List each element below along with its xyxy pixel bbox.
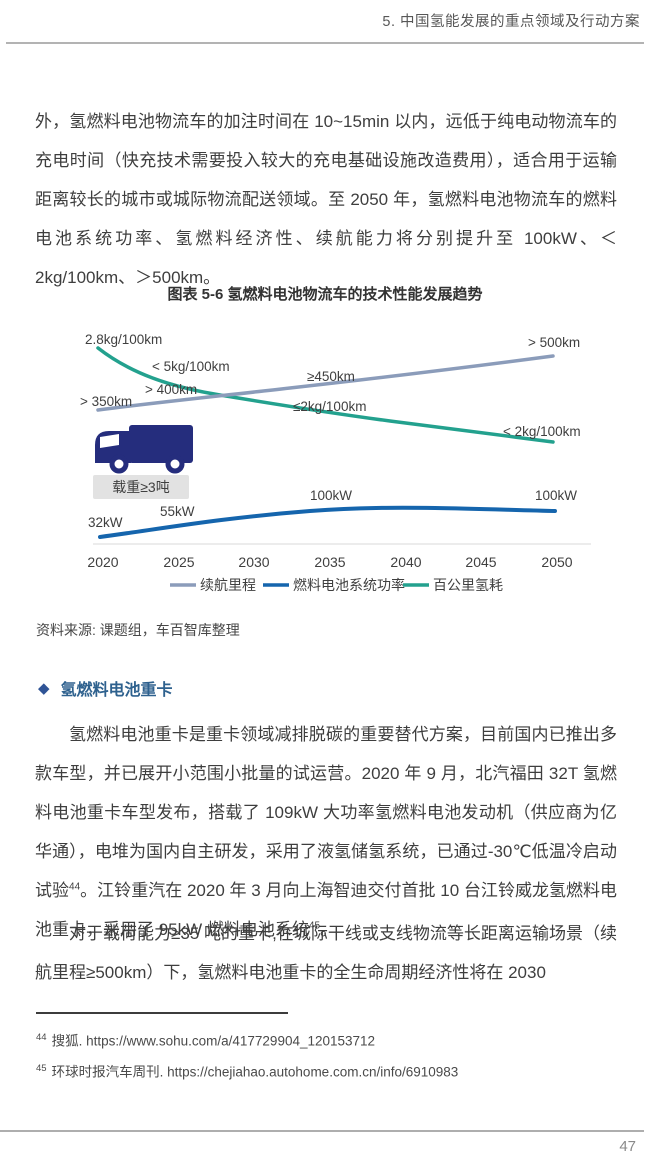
footnote-ref-45: 45 [308,920,321,932]
footnotes-block: 44 搜狐. https://www.sohu.com/a/417729904_1… [36,1024,458,1085]
driving-range-line [96,354,555,412]
hydrogen-consumption-line [96,346,555,444]
footnote-44-number: 44 [36,1032,47,1043]
x-tick-2035: 2035 [314,554,345,570]
paragraph-2-text-c: 。 [320,920,338,939]
page-header: 5. 中国氢能发展的重点领域及行动方案 [382,14,640,30]
label-consumption-5kg: < 5kg/100km [152,359,230,374]
label-range-end: > 500km [528,335,580,350]
chart-legend: 续航里程 燃料电池系统功率 百公里氢耗 [170,577,503,593]
label-power-100b: 100kW [535,488,577,503]
footnote-45: 45 环球时报汽车周刊. https://chejiahao.autohome.c… [36,1055,458,1086]
figure-source-note: 资料来源: 课题组，车百智库整理 [36,622,240,638]
body-paragraph-2: 氢燃料电池重卡是重卡领域减排脱碳的重要替代方案，目前国内已推出多款车型，并已展开… [35,715,617,949]
label-power-100a: 100kW [310,488,352,503]
truck-icon [95,425,193,474]
legend-label-consumption: 百公里氢耗 [433,577,503,593]
x-tick-2040: 2040 [390,554,421,570]
figure-title: 图表 5-6 氢燃料电池物流车的技术性能发展趋势 [167,286,483,303]
footnote-45-number: 45 [36,1062,47,1074]
x-tick-2050: 2050 [541,554,572,570]
truck-load-badge: 载重≥3吨 [93,475,189,499]
label-range-450: ≥450km [307,369,355,384]
body-paragraph-1: 外，氢燃料电池物流车的加注时间在 10~15min 以内，远低于纯电动物流车的充… [35,112,617,287]
paragraph-2-text-b: 。江铃重汽在 2020 年 3 月向上海智迪交付首批 10 台江铃威龙氢燃料电池… [35,881,617,939]
section-heading: ◆ 氢燃料电池重卡 [38,676,173,700]
label-power-55: 55kW [160,504,195,519]
footer-divider [0,1130,644,1132]
footnote-44-text: 搜狐. https://www.sohu.com/a/417729904_120… [51,1033,376,1049]
paragraph-2-text-a: 氢燃料电池重卡是重卡领域减排脱碳的重要替代方案，目前国内已推出多款车型，并已展开… [35,725,617,900]
footnote-ref-44: 44 [69,881,81,893]
section-heading-label: 氢燃料电池重卡 [60,682,173,699]
footnote-44: 44 搜狐. https://www.sohu.com/a/417729904_1… [36,1024,458,1055]
figure-5-6-chart: 2.8kg/100km > 500km < 5kg/100km ≥450km >… [80,332,591,593]
label-consumption-end: < 2kg/100km [503,424,581,439]
x-tick-2030: 2030 [238,554,269,570]
footnote-45-text: 环球时报汽车周刊. https://chejiahao.autohome.com… [51,1064,459,1079]
label-consumption-2kg: ≤2kg/100km [293,399,366,414]
footnote-separator [36,1012,288,1014]
page-number: 47 [619,1138,636,1155]
svg-text:载重≥3吨: 载重≥3吨 [112,479,169,495]
diamond-bullet-icon: ◆ [38,679,50,697]
legend-label-power: 燃料电池系统功率 [293,577,405,593]
label-power-32: 32kW [88,515,123,530]
legend-label-range: 续航里程 [200,577,256,593]
x-tick-2020: 2020 [87,554,118,570]
x-tick-2025: 2025 [163,554,194,570]
body-paragraph-3: 对于载荷能力≥35 吨的重卡,在城际干线或支线物流等长距离运输场景（续航里程≥5… [35,924,617,982]
label-range-start: > 350km [80,394,132,409]
label-range-400: > 400km [145,382,197,397]
label-consumption-start: 2.8kg/100km [85,332,162,347]
x-tick-2045: 2045 [465,554,496,570]
header-divider [6,42,644,44]
fuel-cell-power-line [98,505,557,539]
